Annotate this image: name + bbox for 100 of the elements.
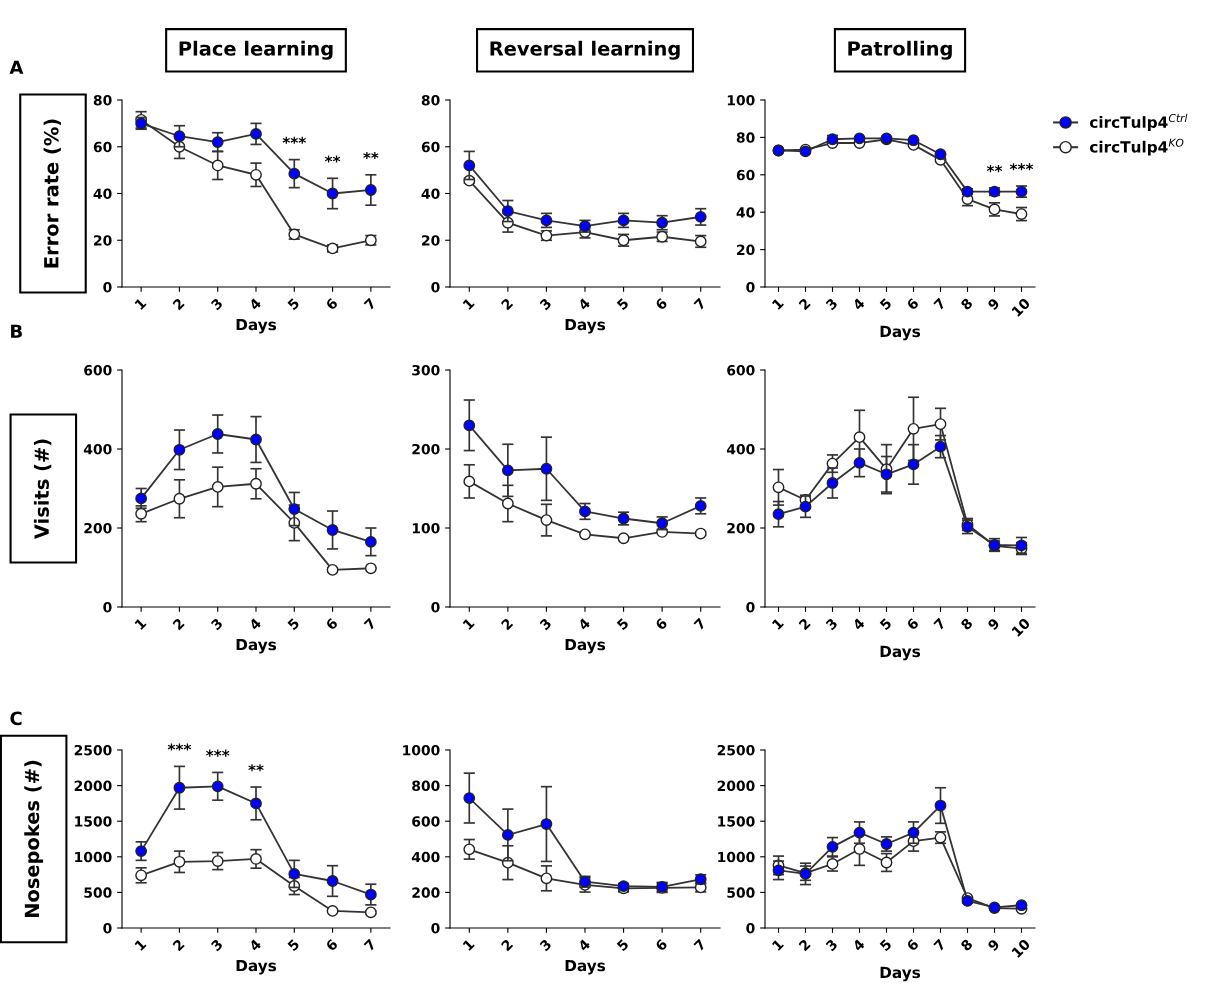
x-tick-label: 7 [693, 617, 707, 631]
x-tick-label: 6 [906, 297, 920, 311]
x-tick-label: 5 [616, 617, 630, 631]
y-tick-label: 500 [727, 887, 755, 898]
y-tick-label: 0 [103, 601, 112, 613]
x-tick-label: 1 [462, 938, 475, 951]
x-tick-label: 6 [325, 938, 339, 952]
x-tick-label: 1 [771, 617, 784, 630]
chart-title: Reversal learning [490, 40, 680, 60]
y-tick-label: 20 [422, 235, 440, 246]
x-tick-label: 2 [798, 617, 811, 631]
y-tick-label: 1500 [75, 816, 112, 827]
x-tick-label: 5 [287, 938, 300, 952]
y-tick-label: 0 [431, 601, 440, 613]
x-axis-title: Days [565, 318, 606, 334]
x-tick-label: 3 [210, 297, 224, 311]
x-tick-label: 2 [172, 617, 185, 631]
y-tick-label: 600 [412, 816, 440, 827]
y-tick-label: 400 [411, 851, 440, 863]
y-tick-label: 60 [421, 141, 440, 153]
annotation: ** [248, 764, 264, 772]
y-axis-title: Nosepokes (#) [24, 760, 44, 918]
x-axis-title: Days [236, 318, 277, 334]
x-tick-label: 3 [539, 617, 552, 631]
y-tick-label: 800 [412, 780, 440, 792]
y-tick-label: 100 [412, 522, 440, 534]
y-tick-label: 1000 [75, 851, 112, 863]
y-axis-title: Error rate (%) [43, 119, 61, 268]
x-tick-label: 9 [987, 938, 1001, 952]
y-tick-label: 300 [412, 364, 440, 376]
x-tick-label: 7 [933, 938, 946, 952]
x-tick-label: 3 [825, 297, 838, 311]
x-tick-label: 4 [248, 938, 262, 952]
text: B [11, 324, 22, 338]
x-tick-label: 7 [363, 297, 377, 311]
y-tick-label: 600 [84, 364, 112, 376]
y-tick-label: 400 [726, 443, 755, 455]
y-tick-label: 1000 [718, 851, 755, 863]
y-tick-label: 80 [736, 132, 755, 143]
x-tick-label: 4 [577, 617, 591, 631]
x-axis-title: Days [565, 638, 606, 654]
x-tick-label: 10 [1011, 617, 1031, 637]
x-tick-label: 4 [577, 938, 591, 952]
x-tick-label: 10 [1011, 297, 1031, 317]
x-tick-label: 5 [879, 617, 893, 631]
x-tick-label: 4 [248, 297, 262, 311]
text: A [9, 60, 24, 74]
annotation: ** [363, 151, 379, 160]
annotation: ** [986, 165, 1003, 173]
x-tick-label: 1 [134, 297, 147, 310]
y-tick-label: 1500 [718, 816, 755, 827]
y-tick-label: 60 [93, 141, 112, 153]
y-tick-label: 20 [94, 235, 112, 246]
x-tick-label: 3 [825, 938, 838, 952]
y-tick-label: 600 [727, 364, 755, 376]
y-tick-label: 500 [84, 887, 112, 898]
x-tick-label: 6 [325, 617, 339, 631]
x-tick-label: 2 [172, 938, 185, 952]
annotation: ** [324, 155, 341, 163]
x-tick-label: 5 [287, 297, 300, 311]
x-tick-label: 9 [987, 617, 1001, 631]
legend-label: circTulp4$^{Ctrl}$ [1089, 113, 1188, 131]
x-tick-label: 3 [539, 938, 552, 952]
y-tick-label: 60 [736, 169, 755, 181]
x-tick-label: 6 [906, 938, 920, 952]
y-tick-label: 2000 [74, 780, 112, 792]
x-tick-label: 2 [798, 938, 811, 952]
annotation: *** [282, 136, 306, 144]
x-tick-label: 5 [879, 297, 893, 311]
x-tick-label: 7 [933, 297, 946, 311]
x-axis-title: Days [880, 325, 921, 341]
x-tick-label: 4 [248, 617, 262, 631]
y-tick-label: 200 [727, 522, 755, 534]
x-tick-label: 7 [363, 617, 377, 631]
y-tick-label: 200 [84, 522, 112, 534]
y-tick-label: 0 [431, 281, 440, 293]
x-tick-label: 7 [693, 938, 707, 952]
x-axis-title: Days [565, 959, 606, 975]
x-tick-label: 2 [172, 297, 185, 311]
y-tick-label: 0 [103, 922, 112, 934]
y-tick-label: 200 [412, 887, 440, 898]
x-tick-label: 7 [693, 297, 707, 311]
x-tick-label: 6 [654, 297, 668, 311]
x-tick-label: 1 [771, 297, 784, 310]
chart-title: Place learning [179, 40, 333, 60]
text: C [10, 711, 22, 726]
y-tick-label: 2000 [717, 780, 755, 792]
y-tick-label: 20 [737, 244, 755, 256]
x-tick-label: 1 [462, 297, 475, 310]
x-tick-label: 6 [654, 938, 668, 952]
y-tick-label: 40 [421, 188, 440, 199]
x-tick-label: 8 [960, 938, 974, 952]
x-tick-label: 5 [879, 938, 893, 952]
x-tick-label: 6 [654, 617, 668, 631]
x-tick-label: 9 [987, 297, 1001, 311]
y-tick-label: 2500 [74, 744, 112, 756]
x-tick-label: 4 [852, 617, 866, 631]
y-tick-label: 40 [93, 188, 112, 199]
x-tick-label: 4 [852, 297, 866, 311]
x-tick-label: 3 [210, 617, 224, 631]
